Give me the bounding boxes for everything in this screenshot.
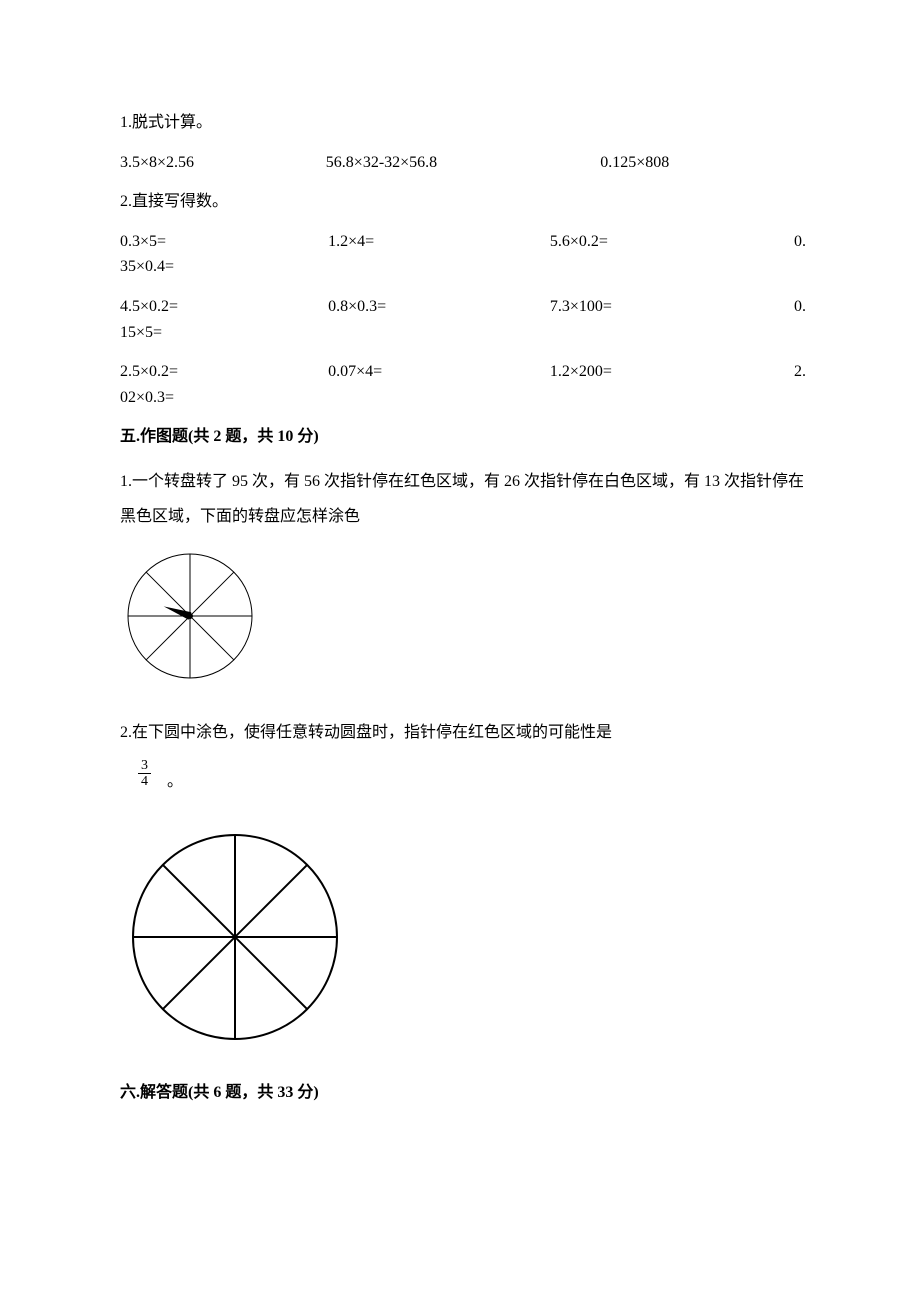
q2-cell: 5.6×0.2= — [550, 229, 742, 255]
spinner-small — [120, 546, 806, 695]
period: 。 — [167, 769, 183, 795]
q2-cell: 0.07×4= — [328, 359, 520, 385]
q1-title: 1.脱式计算。 — [120, 110, 806, 136]
q2-cell: 1.2×200= — [550, 359, 742, 385]
q2-cell: 2.5×0.2= — [120, 359, 298, 385]
q1-item-3: 0.125×808 — [600, 150, 806, 176]
q2-row-2: 4.5×0.2= 0.8×0.3= 7.3×100= 0. 15×5= — [120, 294, 806, 345]
q2-title: 2.直接写得数。 — [120, 189, 806, 215]
q2-cell: 0.3×5= — [120, 229, 298, 255]
q2-cell: 2. — [772, 359, 806, 385]
q2-row-3: 2.5×0.2= 0.07×4= 1.2×200= 2. 02×0.3= — [120, 359, 806, 410]
q1-item-2: 56.8×32-32×56.8 — [326, 150, 600, 176]
worksheet-page: 1.脱式计算。 3.5×8×2.56 56.8×32-32×56.8 0.125… — [0, 0, 920, 1302]
q2-wrap: 15×5= — [120, 320, 806, 346]
q1-row: 3.5×8×2.56 56.8×32-32×56.8 0.125×808 — [120, 150, 806, 176]
q2-wrap: 02×0.3= — [120, 385, 806, 411]
spinner-large — [120, 822, 806, 1061]
fraction-line: 3 4 。 — [120, 758, 806, 806]
section-6-heading: 六.解答题(共 6 题，共 33 分) — [120, 1080, 806, 1106]
q2-row-1: 0.3×5= 1.2×4= 5.6×0.2= 0. 35×0.4= — [120, 229, 806, 280]
fraction-num: 3 — [138, 758, 151, 774]
section-5-heading: 五.作图题(共 2 题，共 10 分) — [120, 424, 806, 450]
fraction-den: 4 — [138, 774, 151, 789]
q2-cell: 0.8×0.3= — [328, 294, 520, 320]
q2-wrap: 35×0.4= — [120, 254, 806, 280]
q2-cell: 0. — [772, 294, 806, 320]
sec5-q2-text: 2.在下圆中涂色，使得任意转动圆盘时，指针停在红色区域的可能性是 — [120, 715, 806, 750]
sec5-q1-text: 1.一个转盘转了 95 次，有 56 次指针停在红色区域，有 26 次指针停在白… — [120, 464, 806, 534]
q2-cell: 0. — [772, 229, 806, 255]
q1-item-1: 3.5×8×2.56 — [120, 150, 326, 176]
fraction-3-4: 3 4 — [138, 758, 151, 790]
q2-cell: 4.5×0.2= — [120, 294, 298, 320]
q2-cell: 1.2×4= — [328, 229, 520, 255]
q2-cell: 7.3×100= — [550, 294, 742, 320]
